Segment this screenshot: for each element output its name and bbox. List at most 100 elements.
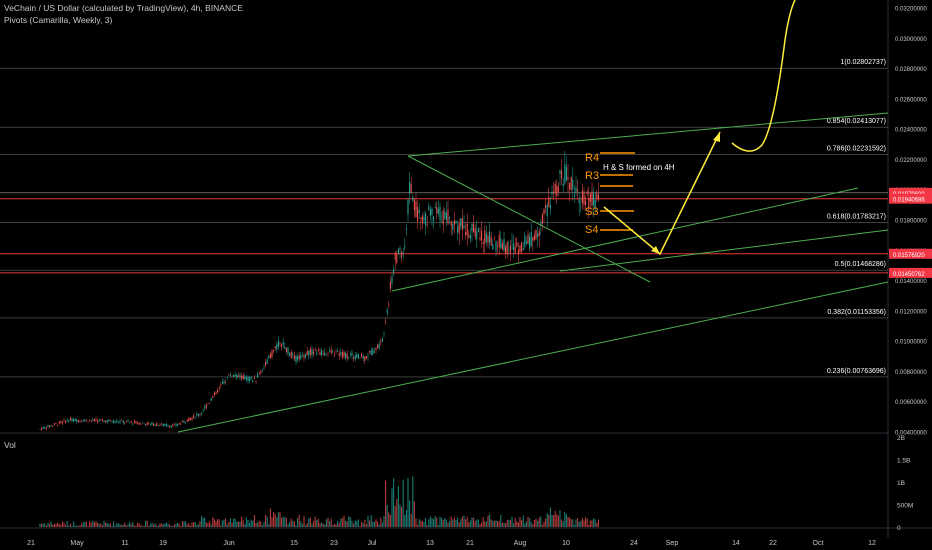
candle-body [337, 350, 339, 352]
volume-bar [265, 514, 267, 527]
candle-body [409, 181, 411, 194]
price-tick-label: 0.00800000 [895, 370, 927, 376]
candle-body [79, 420, 81, 422]
candle-body [205, 405, 207, 408]
candle-body [321, 350, 323, 355]
candle-body [149, 423, 151, 425]
candle-body [460, 218, 462, 227]
volume-bar [101, 525, 103, 527]
volume-bar [450, 516, 452, 527]
candle-body [247, 376, 249, 381]
candle-body [225, 382, 227, 383]
candle-body [201, 412, 203, 414]
volume-bar [383, 516, 385, 527]
candle-body [273, 350, 275, 352]
volume-bar [68, 525, 70, 527]
candle-body [215, 392, 217, 395]
volume-bar [63, 522, 65, 527]
candle-body [89, 420, 91, 421]
volume-bar [474, 521, 476, 527]
volume-bar [217, 518, 219, 527]
volume-bar [66, 520, 68, 527]
volume-bar [596, 522, 598, 527]
price-tick-label: 0.01400000 [895, 279, 927, 285]
volume-bar [103, 520, 105, 527]
candle-body [465, 232, 467, 236]
candle-body [597, 194, 599, 201]
candle-body [85, 419, 87, 422]
candle-body [445, 212, 447, 221]
volume-bar [583, 520, 585, 527]
candle-body [63, 420, 65, 421]
volume-bar [156, 525, 158, 527]
candle-body [314, 350, 316, 351]
candle-body [306, 350, 308, 355]
volume-bar [124, 522, 126, 527]
volume-bar [236, 521, 238, 527]
candle-body [525, 241, 527, 244]
candle-body [316, 352, 318, 355]
candle-body [577, 189, 579, 192]
volume-bar [301, 523, 303, 527]
volume-bar [282, 516, 284, 527]
candle-body [77, 420, 79, 422]
candle-body [151, 422, 153, 425]
volume-bar [57, 522, 59, 527]
candle-body [242, 375, 244, 380]
candle-body [593, 193, 595, 206]
volume-bar [489, 514, 491, 527]
volume-bar [465, 519, 467, 527]
volume-bar [204, 517, 206, 527]
time-tick-label: Jul [368, 540, 377, 547]
candle-body [119, 420, 121, 423]
volume-bar [49, 523, 51, 527]
candle-body [418, 210, 420, 214]
candle-body [573, 195, 575, 197]
candle-body [583, 191, 585, 206]
candle-body [289, 352, 291, 356]
candle-body [164, 423, 166, 426]
candle-body [423, 217, 425, 221]
volume-bar [295, 525, 297, 527]
volume-bar [348, 516, 350, 527]
volume-bar [249, 522, 251, 527]
candle-body [383, 333, 385, 334]
time-tick-label: Oct [813, 540, 824, 547]
candle-body [452, 224, 454, 231]
candle-body [178, 423, 180, 425]
time-tick-label: 13 [426, 540, 434, 547]
volume-bar [52, 524, 54, 527]
volume-bar [151, 522, 153, 527]
volume-bar [514, 518, 516, 527]
volume-bar [546, 513, 548, 527]
candle-body [279, 343, 281, 344]
volume-bar [501, 522, 503, 527]
volume-bar [525, 521, 527, 527]
candle-body [540, 222, 542, 227]
candle-body [493, 238, 495, 239]
volume-bar [353, 523, 355, 527]
volume-bar [485, 521, 487, 527]
volume-bar [586, 518, 588, 527]
volume-bar [201, 515, 203, 527]
volume-bar [242, 520, 244, 527]
candle-body [293, 355, 295, 360]
volume-bar [170, 526, 172, 527]
volume-bar [469, 520, 471, 527]
volume-bar [359, 525, 361, 527]
candle-body [429, 209, 431, 216]
candle-body [380, 341, 382, 343]
volume-bar [365, 524, 367, 527]
candle-body [369, 350, 371, 353]
volume-bar [551, 514, 553, 527]
candle-body [537, 233, 539, 237]
candle-body [319, 352, 321, 355]
volume-bar [233, 518, 235, 527]
volume-bar [466, 516, 468, 527]
candle-body [57, 425, 59, 426]
candle-body [393, 269, 395, 273]
candle-body [527, 234, 529, 244]
candle-body [106, 420, 108, 422]
volume-bar [533, 520, 535, 527]
